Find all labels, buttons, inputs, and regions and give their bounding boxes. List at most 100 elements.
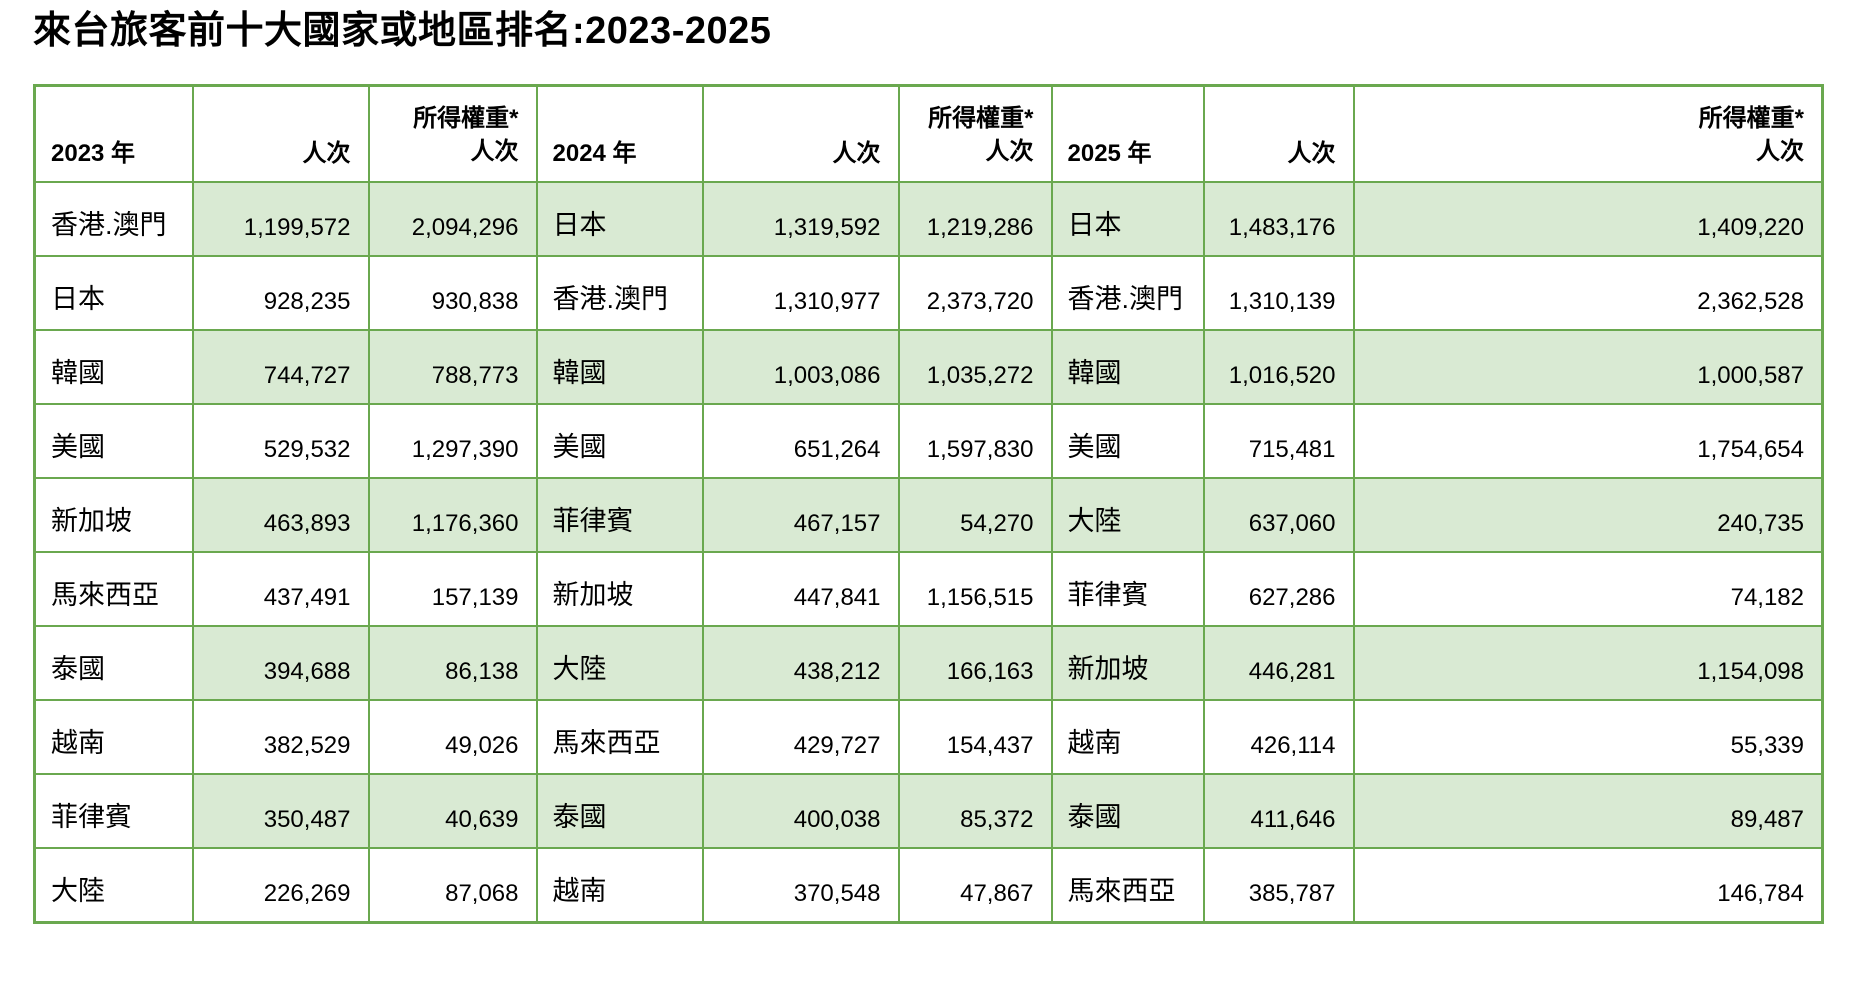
country-cell: 大陸 xyxy=(535,625,704,702)
header-weighted-2025: 所得權重* 人次 xyxy=(1352,84,1824,184)
header-year-2024: 2024 年 xyxy=(535,84,704,184)
visits-cell: 1,310,139 xyxy=(1202,255,1355,332)
weighted-header-line2: 人次 xyxy=(470,137,519,165)
country-cell: 泰國 xyxy=(535,773,704,850)
country-cell: 美國 xyxy=(535,403,704,480)
country-cell: 菲律賓 xyxy=(535,477,704,554)
weighted-visits-cell: 85,372 xyxy=(897,773,1053,850)
visits-cell: 226,269 xyxy=(191,847,370,924)
weighted-visits-cell: 47,867 xyxy=(897,847,1053,924)
header-visits-2024: 人次 xyxy=(701,84,900,184)
visits-cell: 1,016,520 xyxy=(1202,329,1355,406)
weighted-visits-cell: 166,163 xyxy=(897,625,1053,702)
country-cell: 美國 xyxy=(1050,403,1205,480)
country-cell: 香港.澳門 xyxy=(33,181,194,258)
weighted-visits-cell: 1,035,272 xyxy=(897,329,1053,406)
table-row: 菲律賓 350,487 40,639 泰國 400,038 85,372 泰國 411,646… xyxy=(33,773,1824,850)
country-cell: 韓國 xyxy=(1050,329,1205,406)
visits-cell: 411,646 xyxy=(1202,773,1355,850)
country-cell: 日本 xyxy=(535,181,704,258)
weighted-visits-cell: 240,735 xyxy=(1352,477,1824,554)
visits-cell: 385,787 xyxy=(1202,847,1355,924)
visits-cell: 715,481 xyxy=(1202,403,1355,480)
country-cell: 馬來西亞 xyxy=(1050,847,1205,924)
visits-cell: 627,286 xyxy=(1202,551,1355,628)
country-cell: 大陸 xyxy=(33,847,194,924)
country-cell: 菲律賓 xyxy=(33,773,194,850)
weighted-header-line2: 人次 xyxy=(1756,137,1804,165)
header-visits-2023: 人次 xyxy=(191,84,370,184)
visits-cell: 744,727 xyxy=(191,329,370,406)
weighted-header-line2: 人次 xyxy=(985,137,1034,165)
visits-cell: 467,157 xyxy=(701,477,900,554)
weighted-visits-cell: 89,487 xyxy=(1352,773,1824,850)
visits-cell: 1,003,086 xyxy=(701,329,900,406)
visitors-ranking-table: 2023 年 人次 所得權重* 人次 2024 年 人次 所得權重* 人次 20… xyxy=(33,83,1824,924)
country-cell: 菲律賓 xyxy=(1050,551,1205,628)
table-row: 馬來西亞 437,491 157,139 新加坡 447,841 1,156,515 菲律賓… xyxy=(33,551,1824,628)
weighted-visits-cell: 1,597,830 xyxy=(897,403,1053,480)
weighted-visits-cell: 40,639 xyxy=(367,773,538,850)
country-cell: 越南 xyxy=(1050,699,1205,776)
weighted-visits-cell: 146,784 xyxy=(1352,847,1824,924)
weighted-visits-cell: 1,754,654 xyxy=(1352,403,1824,480)
header-year-2025: 2025 年 xyxy=(1050,84,1205,184)
table-row: 大陸 226,269 87,068 越南 370,548 47,867 馬來西亞 385,78… xyxy=(33,847,1824,924)
weighted-visits-cell: 54,270 xyxy=(897,477,1053,554)
country-cell: 香港.澳門 xyxy=(1050,255,1205,332)
visits-cell: 1,483,176 xyxy=(1202,181,1355,258)
visits-cell: 928,235 xyxy=(191,255,370,332)
weighted-header-line1: 所得權重* xyxy=(928,105,1034,133)
weighted-visits-cell: 74,182 xyxy=(1352,551,1824,628)
header-weighted-2024: 所得權重* 人次 xyxy=(897,84,1053,184)
visits-cell: 1,199,572 xyxy=(191,181,370,258)
weighted-visits-cell: 154,437 xyxy=(897,699,1053,776)
table-row: 泰國 394,688 86,138 大陸 438,212 166,163 新加坡 446,28… xyxy=(33,625,1824,702)
country-cell: 新加坡 xyxy=(535,551,704,628)
country-cell: 越南 xyxy=(535,847,704,924)
weighted-visits-cell: 1,409,220 xyxy=(1352,181,1824,258)
weighted-visits-cell: 49,026 xyxy=(367,699,538,776)
weighted-visits-cell: 157,139 xyxy=(367,551,538,628)
weighted-visits-cell: 2,362,528 xyxy=(1352,255,1824,332)
country-cell: 馬來西亞 xyxy=(535,699,704,776)
visits-cell: 382,529 xyxy=(191,699,370,776)
country-cell: 韓國 xyxy=(33,329,194,406)
weighted-visits-cell: 1,000,587 xyxy=(1352,329,1824,406)
visits-cell: 400,038 xyxy=(701,773,900,850)
table-body: 香港.澳門 1,199,572 2,094,296 日本 1,319,592 1,219,… xyxy=(33,181,1824,924)
country-cell: 新加坡 xyxy=(33,477,194,554)
country-cell: 馬來西亞 xyxy=(33,551,194,628)
weighted-visits-cell: 1,219,286 xyxy=(897,181,1053,258)
visits-cell: 394,688 xyxy=(191,625,370,702)
country-cell: 泰國 xyxy=(1050,773,1205,850)
country-cell: 日本 xyxy=(1050,181,1205,258)
weighted-visits-cell: 1,156,515 xyxy=(897,551,1053,628)
country-cell: 美國 xyxy=(33,403,194,480)
table-row: 韓國 744,727 788,773 韓國 1,003,086 1,035,272 韓國 1,… xyxy=(33,329,1824,406)
visits-cell: 637,060 xyxy=(1202,477,1355,554)
table-row: 新加坡 463,893 1,176,360 菲律賓 467,157 54,270 大陸 637… xyxy=(33,477,1824,554)
table-header-row: 2023 年 人次 所得權重* 人次 2024 年 人次 所得權重* 人次 20… xyxy=(33,84,1824,184)
weighted-header-line1: 所得權重* xyxy=(413,105,519,133)
weighted-visits-cell: 930,838 xyxy=(367,255,538,332)
weighted-header-line1: 所得權重* xyxy=(1698,105,1804,133)
weighted-visits-cell: 1,154,098 xyxy=(1352,625,1824,702)
country-cell: 香港.澳門 xyxy=(535,255,704,332)
visits-cell: 370,548 xyxy=(701,847,900,924)
table-row: 日本 928,235 930,838 香港.澳門 1,310,977 2,373,720 香… xyxy=(33,255,1824,332)
page-title: 來台旅客前十大國家或地區排名:2023-2025 xyxy=(33,10,772,52)
header-weighted-2023: 所得權重* 人次 xyxy=(367,84,538,184)
country-cell: 越南 xyxy=(33,699,194,776)
visits-cell: 350,487 xyxy=(191,773,370,850)
country-cell: 泰國 xyxy=(33,625,194,702)
weighted-visits-cell: 788,773 xyxy=(367,329,538,406)
visits-cell: 437,491 xyxy=(191,551,370,628)
header-year-2023: 2023 年 xyxy=(33,84,194,184)
weighted-visits-cell: 87,068 xyxy=(367,847,538,924)
table-row: 越南 382,529 49,026 馬來西亞 429,727 154,437 越南 426,1… xyxy=(33,699,1824,776)
country-cell: 日本 xyxy=(33,255,194,332)
weighted-visits-cell: 1,176,360 xyxy=(367,477,538,554)
weighted-visits-cell: 86,138 xyxy=(367,625,538,702)
visits-cell: 651,264 xyxy=(701,403,900,480)
